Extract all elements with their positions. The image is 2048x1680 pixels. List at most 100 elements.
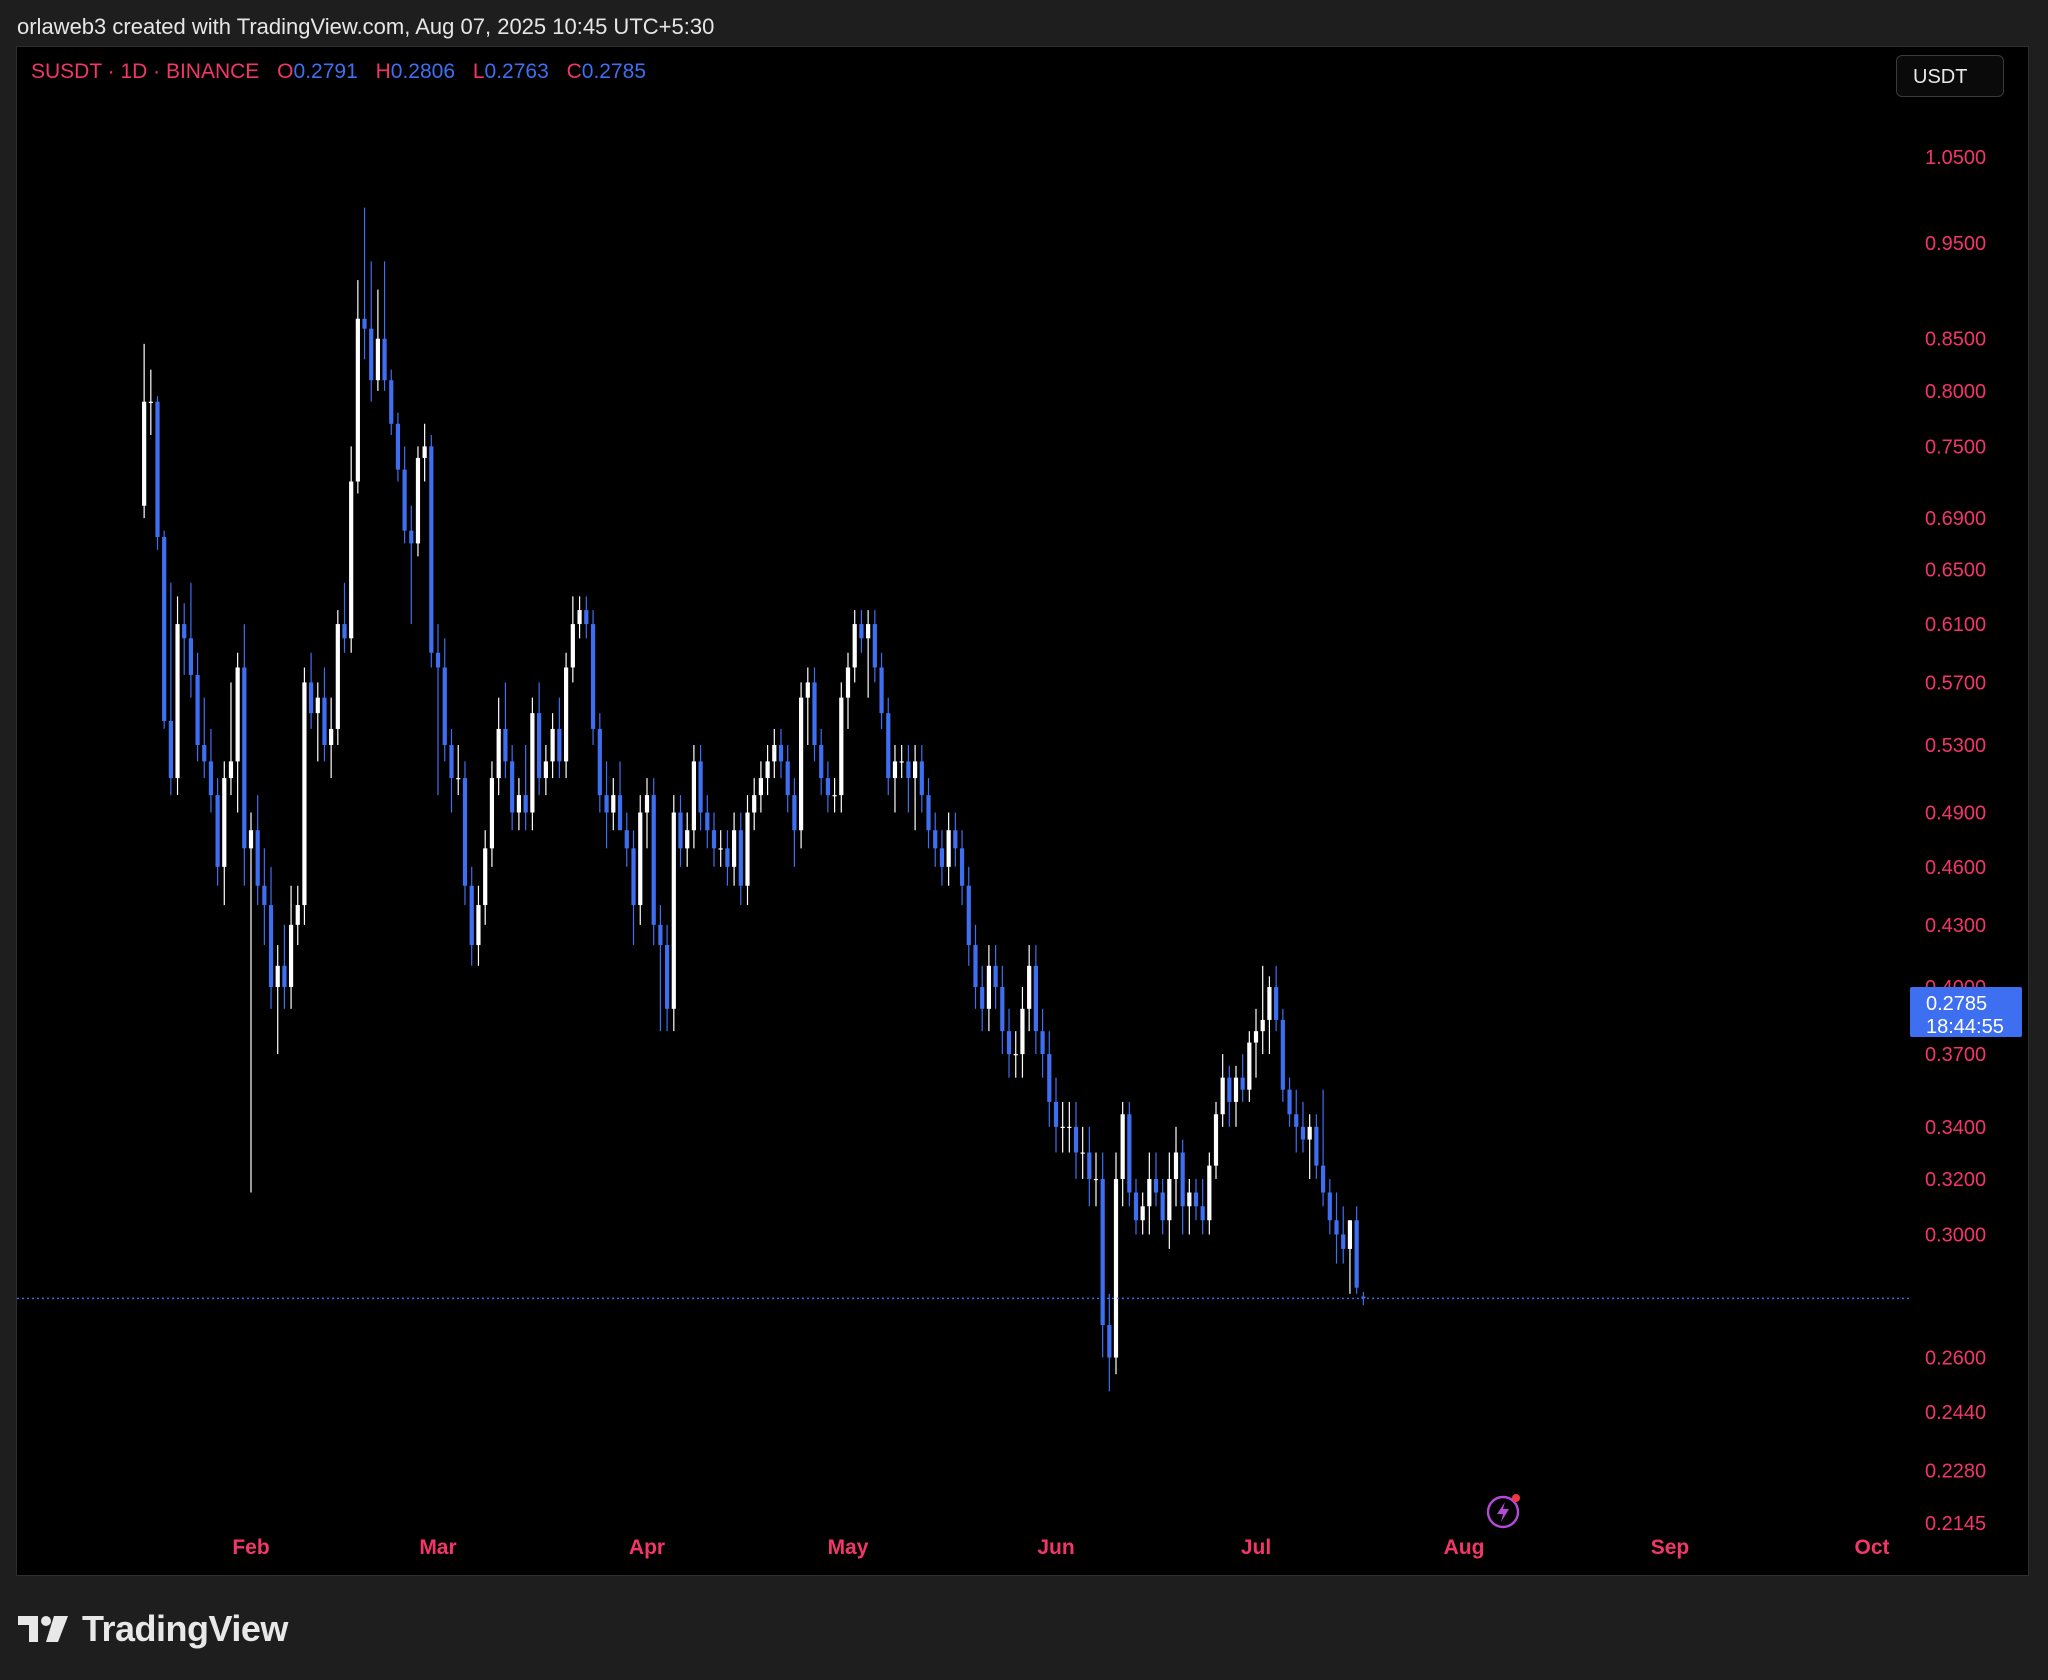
candle[interactable] — [469, 866, 474, 966]
candle[interactable] — [1314, 1114, 1319, 1179]
candle[interactable] — [993, 945, 998, 1009]
candle[interactable] — [483, 830, 488, 925]
candle[interactable] — [395, 412, 401, 482]
candle[interactable] — [255, 795, 260, 906]
candle[interactable] — [577, 596, 582, 639]
candle[interactable] — [295, 885, 300, 946]
candle[interactable] — [1153, 1152, 1159, 1207]
candle[interactable] — [1167, 1152, 1172, 1249]
candle[interactable] — [1213, 1101, 1219, 1179]
candle[interactable] — [711, 812, 717, 867]
candle[interactable] — [202, 697, 207, 779]
candle[interactable] — [778, 728, 784, 779]
candle[interactable] — [175, 596, 180, 796]
candle[interactable] — [678, 795, 683, 867]
candle[interactable] — [732, 812, 737, 886]
candle[interactable] — [1100, 1152, 1105, 1358]
chart-panel[interactable]: 1.0500 0.9500 0.8500 0.8000 0.7500 0.6900 0.65… — [16, 46, 2029, 1576]
candle[interactable] — [1334, 1192, 1339, 1264]
candle[interactable] — [302, 667, 307, 925]
candle[interactable] — [845, 652, 851, 729]
candle[interactable] — [597, 713, 602, 813]
lightning-bolt-icon[interactable] — [1485, 1490, 1525, 1530]
candle[interactable] — [1354, 1206, 1359, 1294]
currency-selector-button[interactable]: USDT — [1896, 55, 2004, 97]
candle[interactable] — [1300, 1101, 1306, 1153]
candle[interactable] — [503, 682, 508, 779]
candle[interactable] — [275, 945, 280, 1055]
candle[interactable] — [1280, 1008, 1285, 1102]
candle[interactable] — [309, 652, 314, 729]
candle[interactable] — [1207, 1152, 1212, 1235]
candle[interactable] — [819, 728, 824, 796]
candle[interactable] — [1040, 1008, 1045, 1078]
candle[interactable] — [1080, 1126, 1085, 1179]
candle[interactable] — [1133, 1178, 1139, 1235]
candle[interactable] — [208, 728, 214, 813]
candle[interactable] — [155, 396, 160, 550]
candle[interactable] — [772, 728, 777, 779]
candle[interactable] — [1147, 1152, 1152, 1235]
candle[interactable] — [617, 761, 623, 831]
candle[interactable] — [415, 446, 421, 557]
candle[interactable] — [1347, 1220, 1353, 1294]
candle[interactable] — [973, 924, 978, 1009]
candle[interactable] — [1294, 1089, 1299, 1153]
candle[interactable] — [892, 745, 898, 813]
candle[interactable] — [745, 795, 750, 906]
candle[interactable] — [1107, 1293, 1112, 1392]
candle[interactable] — [195, 652, 200, 762]
candle[interactable] — [805, 667, 810, 746]
candle[interactable] — [342, 582, 347, 653]
candle[interactable] — [738, 812, 743, 906]
candle[interactable] — [959, 830, 965, 906]
candle[interactable] — [611, 778, 616, 831]
candle[interactable] — [1220, 1054, 1225, 1127]
candle[interactable] — [557, 697, 562, 779]
candle[interactable] — [563, 652, 569, 779]
candle[interactable] — [435, 624, 441, 796]
candle[interactable] — [1200, 1178, 1205, 1235]
candle[interactable] — [1320, 1089, 1326, 1207]
candle[interactable] — [1087, 1126, 1092, 1207]
candle[interactable] — [879, 652, 884, 729]
candle[interactable] — [852, 610, 857, 683]
candle[interactable] — [872, 610, 877, 683]
candle[interactable] — [148, 369, 153, 435]
candle[interactable] — [456, 745, 461, 796]
candle[interactable] — [1287, 1077, 1292, 1127]
candle[interactable] — [262, 848, 267, 946]
candle[interactable] — [705, 795, 710, 849]
candle[interactable] — [986, 945, 992, 1032]
candle[interactable] — [1093, 1152, 1099, 1207]
candlestick-chart[interactable]: 1.0500 0.9500 0.8500 0.8000 0.7500 0.6900 0.65… — [17, 47, 2029, 1576]
candle[interactable] — [329, 697, 334, 779]
candle[interactable] — [1006, 1008, 1012, 1078]
candle[interactable] — [1193, 1178, 1199, 1221]
candle[interactable] — [489, 761, 495, 867]
candle[interactable] — [215, 778, 220, 886]
candle[interactable] — [530, 697, 535, 831]
candle[interactable] — [570, 596, 575, 683]
candle[interactable] — [933, 812, 938, 867]
candle[interactable] — [966, 866, 971, 966]
candle[interactable] — [182, 603, 187, 675]
candle[interactable] — [946, 812, 951, 886]
candle[interactable] — [235, 652, 240, 813]
candle[interactable] — [476, 885, 481, 966]
candle[interactable] — [718, 830, 723, 867]
candle[interactable] — [1033, 945, 1038, 1055]
tradingview-logo[interactable]: TradingView — [18, 1608, 288, 1650]
candle[interactable] — [899, 745, 904, 779]
candle[interactable] — [604, 761, 609, 849]
candle[interactable] — [1274, 965, 1279, 1032]
candle[interactable] — [926, 778, 931, 849]
candle[interactable] — [1260, 965, 1265, 1055]
candle[interactable] — [168, 582, 173, 796]
candle[interactable] — [355, 280, 360, 494]
candle[interactable] — [1227, 1065, 1232, 1127]
candle[interactable] — [442, 638, 447, 762]
candle[interactable] — [912, 745, 918, 831]
candle[interactable] — [248, 812, 254, 1193]
candle[interactable] — [543, 745, 548, 796]
